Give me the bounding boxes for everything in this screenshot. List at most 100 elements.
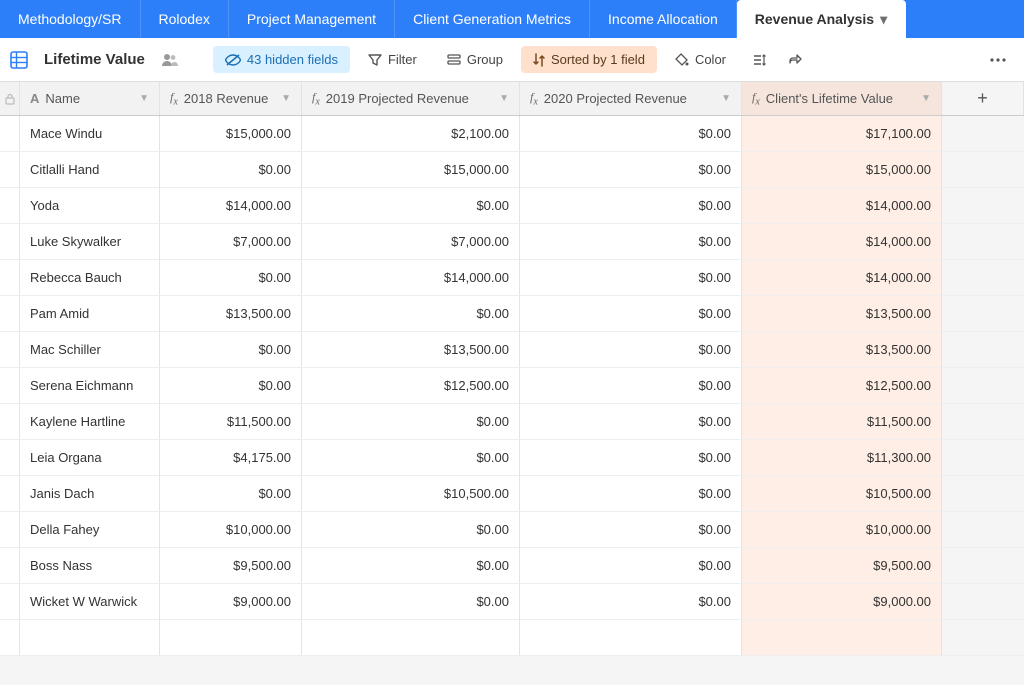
cell-lifetime-value[interactable]: $10,000.00 xyxy=(742,512,942,547)
cell-2020-revenue[interactable]: $0.00 xyxy=(520,188,742,223)
cell-2019-revenue[interactable]: $14,000.00 xyxy=(302,260,520,295)
row-handle[interactable] xyxy=(0,260,20,295)
cell-name[interactable]: Mac Schiller xyxy=(20,332,160,367)
cell-lifetime-value[interactable]: $15,000.00 xyxy=(742,152,942,187)
sort-button[interactable]: Sorted by 1 field xyxy=(521,46,657,73)
cell-2018-revenue[interactable]: $10,000.00 xyxy=(160,512,302,547)
cell-2020-revenue[interactable]: $0.00 xyxy=(520,224,742,259)
cell-name[interactable]: Yoda xyxy=(20,188,160,223)
cell-2019-revenue[interactable]: $0.00 xyxy=(302,548,520,583)
add-column-button[interactable]: + xyxy=(942,82,1024,115)
tab-revenue-analysis[interactable]: Revenue Analysis ▾ xyxy=(737,0,906,38)
cell-2019-revenue[interactable]: $2,100.00 xyxy=(302,116,520,151)
cell-2018-revenue[interactable]: $14,000.00 xyxy=(160,188,302,223)
cell-2020-revenue[interactable]: $0.00 xyxy=(520,440,742,475)
cell-2019-revenue[interactable]: $0.00 xyxy=(302,404,520,439)
color-button[interactable]: Color xyxy=(663,46,738,73)
cell-2019-revenue[interactable]: $13,500.00 xyxy=(302,332,520,367)
table-row[interactable]: Wicket W Warwick$9,000.00$0.00$0.00$9,00… xyxy=(0,584,1024,620)
table-row[interactable]: Leia Organa$4,175.00$0.00$0.00$11,300.00 xyxy=(0,440,1024,476)
cell-lifetime-value[interactable]: $9,500.00 xyxy=(742,548,942,583)
table-row[interactable]: Boss Nass$9,500.00$0.00$0.00$9,500.00 xyxy=(0,548,1024,584)
cell-2018-revenue[interactable]: $0.00 xyxy=(160,260,302,295)
cell-lifetime-value[interactable]: $12,500.00 xyxy=(742,368,942,403)
cell-2018-revenue[interactable]: $9,000.00 xyxy=(160,584,302,619)
cell-2020-revenue[interactable]: $0.00 xyxy=(520,260,742,295)
cell-2020-revenue[interactable]: $0.00 xyxy=(520,548,742,583)
cell-lifetime-value[interactable]: $11,300.00 xyxy=(742,440,942,475)
table-row[interactable]: Janis Dach$0.00$10,500.00$0.00$10,500.00 xyxy=(0,476,1024,512)
cell-lifetime-value[interactable]: $17,100.00 xyxy=(742,116,942,151)
tab-methodology[interactable]: Methodology/SR xyxy=(0,0,141,38)
row-handle[interactable] xyxy=(0,332,20,367)
cell-2019-revenue[interactable]: $7,000.00 xyxy=(302,224,520,259)
col-header-name[interactable]: A Name ▼ xyxy=(20,82,160,115)
cell-2018-revenue[interactable]: $13,500.00 xyxy=(160,296,302,331)
cell-lifetime-value[interactable]: $11,500.00 xyxy=(742,404,942,439)
cell-lifetime-value[interactable]: $9,000.00 xyxy=(742,584,942,619)
cell-2018-revenue[interactable]: $7,000.00 xyxy=(160,224,302,259)
view-switcher[interactable]: Lifetime Value xyxy=(10,47,151,72)
cell-2019-revenue[interactable]: $0.00 xyxy=(302,584,520,619)
row-handle[interactable] xyxy=(0,224,20,259)
cell-lifetime-value[interactable]: $14,000.00 xyxy=(742,188,942,223)
row-handle[interactable] xyxy=(0,368,20,403)
cell-name[interactable]: Mace Windu xyxy=(20,116,160,151)
cell-2020-revenue[interactable]: $0.00 xyxy=(520,368,742,403)
col-header-lifetime-value[interactable]: fx Client's Lifetime Value ▼ xyxy=(742,82,942,115)
cell-2019-revenue[interactable]: $0.00 xyxy=(302,512,520,547)
cell-lifetime-value[interactable]: $14,000.00 xyxy=(742,260,942,295)
cell-2019-revenue[interactable]: $12,500.00 xyxy=(302,368,520,403)
col-header-2019-revenue[interactable]: fx 2019 Projected Revenue ▼ xyxy=(302,82,520,115)
cell-2020-revenue[interactable]: $0.00 xyxy=(520,152,742,187)
cell-2020-revenue[interactable]: $0.00 xyxy=(520,116,742,151)
cell-name[interactable]: Wicket W Warwick xyxy=(20,584,160,619)
cell-name[interactable]: Kaylene Hartline xyxy=(20,404,160,439)
table-row[interactable]: Rebecca Bauch$0.00$14,000.00$0.00$14,000… xyxy=(0,260,1024,296)
table-row[interactable]: Mac Schiller$0.00$13,500.00$0.00$13,500.… xyxy=(0,332,1024,368)
row-handle[interactable] xyxy=(0,116,20,151)
table-row[interactable]: Kaylene Hartline$11,500.00$0.00$0.00$11,… xyxy=(0,404,1024,440)
row-handle[interactable] xyxy=(0,404,20,439)
cell-lifetime-value[interactable]: $13,500.00 xyxy=(742,332,942,367)
cell-lifetime-value[interactable]: $13,500.00 xyxy=(742,296,942,331)
table-row[interactable]: Citlalli Hand$0.00$15,000.00$0.00$15,000… xyxy=(0,152,1024,188)
cell-name[interactable]: Luke Skywalker xyxy=(20,224,160,259)
cell-2019-revenue[interactable]: $0.00 xyxy=(302,296,520,331)
row-height-button[interactable] xyxy=(744,47,774,73)
empty-row[interactable] xyxy=(0,620,1024,656)
row-handle[interactable] xyxy=(0,440,20,475)
row-handle[interactable] xyxy=(0,512,20,547)
cell-2019-revenue[interactable]: $0.00 xyxy=(302,440,520,475)
cell-2020-revenue[interactable]: $0.00 xyxy=(520,476,742,511)
hidden-fields-button[interactable]: 43 hidden fields xyxy=(213,46,350,73)
cell-2018-revenue[interactable]: $0.00 xyxy=(160,368,302,403)
cell-name[interactable]: Janis Dach xyxy=(20,476,160,511)
more-options-button[interactable] xyxy=(982,52,1014,68)
cell-2018-revenue[interactable]: $9,500.00 xyxy=(160,548,302,583)
cell-2020-revenue[interactable]: $0.00 xyxy=(520,332,742,367)
cell-2020-revenue[interactable]: $0.00 xyxy=(520,584,742,619)
cell-2019-revenue[interactable]: $15,000.00 xyxy=(302,152,520,187)
col-header-2018-revenue[interactable]: fx 2018 Revenue ▼ xyxy=(160,82,302,115)
cell-name[interactable]: Citlalli Hand xyxy=(20,152,160,187)
table-row[interactable]: Della Fahey$10,000.00$0.00$0.00$10,000.0… xyxy=(0,512,1024,548)
cell-2018-revenue[interactable]: $0.00 xyxy=(160,152,302,187)
cell-name[interactable]: Rebecca Bauch xyxy=(20,260,160,295)
table-row[interactable]: Serena Eichmann$0.00$12,500.00$0.00$12,5… xyxy=(0,368,1024,404)
tab-client-gen-metrics[interactable]: Client Generation Metrics xyxy=(395,0,590,38)
table-row[interactable]: Pam Amid$13,500.00$0.00$0.00$13,500.00 xyxy=(0,296,1024,332)
cell-2018-revenue[interactable]: $0.00 xyxy=(160,332,302,367)
cell-name[interactable]: Boss Nass xyxy=(20,548,160,583)
cell-name[interactable]: Leia Organa xyxy=(20,440,160,475)
table-row[interactable]: Luke Skywalker$7,000.00$7,000.00$0.00$14… xyxy=(0,224,1024,260)
cell-2020-revenue[interactable]: $0.00 xyxy=(520,512,742,547)
row-handle[interactable] xyxy=(0,548,20,583)
cell-name[interactable]: Della Fahey xyxy=(20,512,160,547)
group-button[interactable]: Group xyxy=(435,46,515,73)
cell-2020-revenue[interactable]: $0.00 xyxy=(520,404,742,439)
cell-2019-revenue[interactable]: $10,500.00 xyxy=(302,476,520,511)
row-handle[interactable] xyxy=(0,584,20,619)
cell-2018-revenue[interactable]: $4,175.00 xyxy=(160,440,302,475)
cell-2020-revenue[interactable]: $0.00 xyxy=(520,296,742,331)
